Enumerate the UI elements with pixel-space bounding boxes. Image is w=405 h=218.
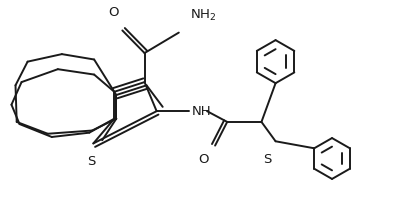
Text: S: S bbox=[263, 153, 271, 166]
Text: O: O bbox=[198, 153, 209, 166]
Text: O: O bbox=[108, 6, 118, 19]
Text: NH: NH bbox=[191, 105, 211, 118]
Text: NH$_2$: NH$_2$ bbox=[190, 8, 216, 23]
Text: S: S bbox=[87, 155, 95, 168]
